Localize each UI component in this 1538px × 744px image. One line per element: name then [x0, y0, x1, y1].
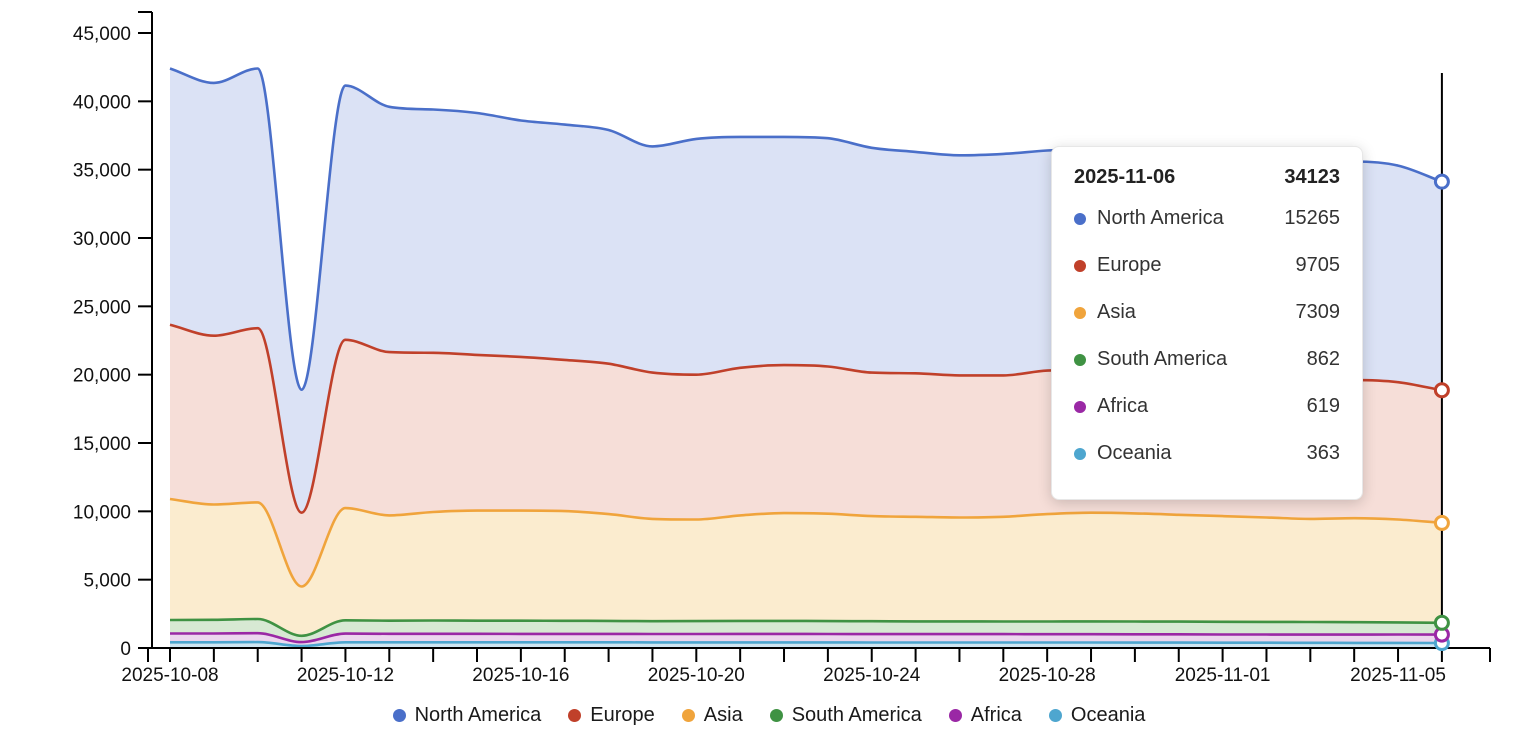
y-tick-label: 15,000 — [73, 434, 131, 455]
legend-label: Oceania — [1070, 704, 1146, 726]
series-dot-icon — [1074, 306, 1086, 319]
hover-marker-north-america — [1433, 173, 1450, 190]
tooltip-series-label: Europe — [1097, 254, 1162, 276]
tooltip-series-value: 7309 — [1295, 301, 1341, 323]
chart-legend: North America Europe Asia South America Afri… — [0, 704, 1538, 727]
tooltip-row-north-america: North America 15265 — [1074, 195, 1340, 242]
area-band-africa[interactable] — [170, 633, 1442, 646]
y-tick-label: 30,000 — [73, 229, 131, 250]
tooltip-series-value: 619 — [1306, 395, 1340, 417]
legend-label: North America — [414, 704, 542, 726]
tooltip-series-value: 363 — [1306, 442, 1340, 464]
series-line-south-america — [169, 617, 1442, 638]
legend-item-europe[interactable]: Europe — [568, 704, 655, 727]
tooltip-series-value: 15265 — [1284, 207, 1340, 229]
x-tick-label: 2025-10-12 — [297, 665, 394, 686]
legend-item-south-america[interactable]: South America — [769, 704, 922, 727]
legend-dot-icon — [769, 709, 783, 722]
y-tick-label: 25,000 — [73, 297, 131, 318]
x-tick-label: 2025-10-08 — [121, 665, 218, 686]
tooltip-rows: North America 15265 Europe 9705 Asia 7309 Sout… — [1074, 195, 1340, 477]
tooltip-row-europe: Europe 9705 — [1074, 242, 1340, 289]
y-tick-label: 20,000 — [73, 366, 131, 387]
y-tick-label: 10,000 — [73, 502, 131, 523]
x-tick-label: 2025-10-24 — [823, 665, 921, 686]
tooltip-series-label: Asia — [1097, 301, 1136, 323]
legend-dot-icon — [392, 709, 406, 722]
legend-item-africa[interactable]: Africa — [948, 704, 1022, 727]
y-tick-label: 5,000 — [83, 571, 131, 592]
tooltip-total: 34123 — [1284, 166, 1340, 188]
legend-dot-icon — [568, 709, 582, 722]
axes — [138, 11, 1491, 662]
y-tick-label: 35,000 — [73, 161, 131, 182]
series-dot-icon — [1074, 400, 1086, 413]
tooltip-header: 2025-11-06 34123 — [1074, 166, 1340, 189]
y-tick-label: 40,000 — [73, 92, 131, 113]
legend-dot-icon — [681, 709, 695, 722]
tooltip-date: 2025-11-06 — [1074, 166, 1176, 188]
series-line-oceania — [170, 640, 1442, 648]
tooltip-series-label: Oceania — [1097, 442, 1172, 464]
y-tick-label: 0 — [120, 639, 131, 660]
tooltip-series-label: South America — [1097, 348, 1228, 370]
legend-label: South America — [791, 704, 922, 726]
legend-label: Asia — [703, 704, 743, 726]
x-tick-label: 2025-11-05 — [1350, 665, 1446, 686]
legend-item-asia[interactable]: Asia — [681, 704, 743, 727]
hover-marker-south-america — [1433, 614, 1450, 631]
legend-dot-icon — [948, 709, 962, 722]
legend-dot-icon — [1048, 709, 1062, 722]
tooltip-row-south-america: South America 862 — [1074, 336, 1340, 383]
x-tick-label: 2025-11-01 — [1175, 665, 1271, 686]
area-band-asia[interactable] — [170, 499, 1442, 636]
series-line-asia — [169, 497, 1442, 588]
legend-item-north-america[interactable]: North America — [392, 704, 542, 727]
legend-label: Europe — [590, 704, 655, 726]
chart-tooltip: 2025-11-06 34123 North America 15265 Europ… — [1051, 146, 1363, 500]
tooltip-series-label: Africa — [1097, 395, 1149, 417]
x-tick-label: 2025-10-20 — [648, 665, 745, 686]
tooltip-series-value: 9705 — [1295, 254, 1341, 276]
hover-marker-europe — [1433, 382, 1450, 399]
hover-marker-asia — [1433, 514, 1450, 531]
tooltip-row-asia: Asia 7309 — [1074, 289, 1340, 336]
series-dot-icon — [1074, 212, 1086, 225]
tooltip-series-value: 862 — [1306, 348, 1340, 370]
series-line-africa — [170, 631, 1442, 644]
y-tick-label: 45,000 — [73, 24, 131, 45]
tooltip-row-oceania: Oceania 363 — [1074, 430, 1340, 477]
legend-label: Africa — [970, 704, 1022, 726]
tooltip-row-africa: Africa 619 — [1074, 383, 1340, 430]
x-tick-label: 2025-10-16 — [472, 665, 569, 686]
area-band-south-america[interactable] — [170, 619, 1442, 643]
series-dot-icon — [1074, 353, 1086, 366]
legend-item-oceania[interactable]: Oceania — [1048, 704, 1146, 727]
series-dot-icon — [1074, 447, 1086, 460]
x-tick-label: 2025-10-28 — [999, 665, 1096, 686]
series-dot-icon — [1074, 259, 1086, 272]
tooltip-series-label: North America — [1097, 207, 1224, 229]
